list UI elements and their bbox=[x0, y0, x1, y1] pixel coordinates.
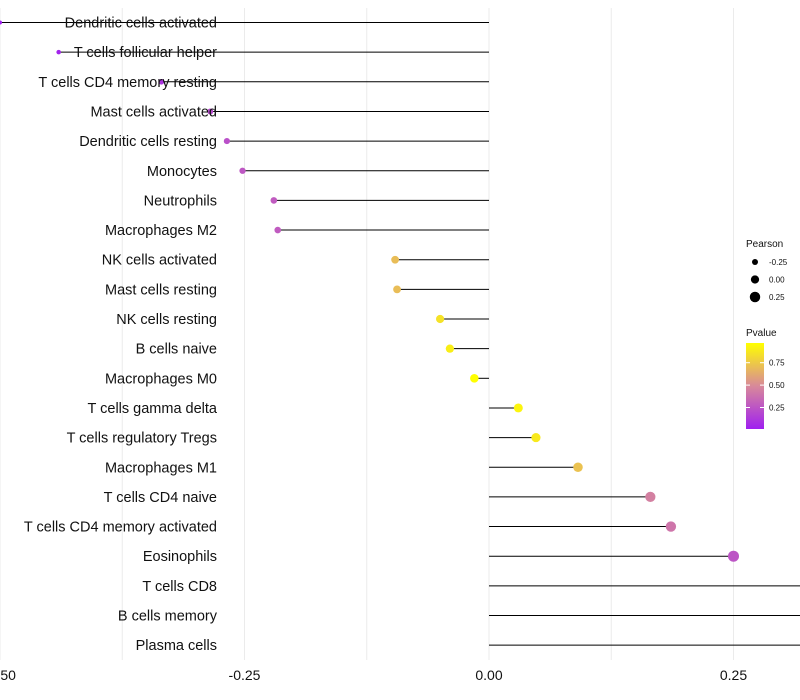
category-label: Neutrophils bbox=[144, 193, 217, 209]
category-label: Mast cells resting bbox=[105, 282, 217, 298]
category-label: Dendritic cells activated bbox=[65, 16, 217, 32]
point-dendritic-cells-activated bbox=[0, 20, 2, 25]
legend-size-dot bbox=[749, 291, 761, 303]
legend-size-label: -0.25 bbox=[769, 258, 788, 267]
point-neutrophils bbox=[270, 197, 278, 204]
category-label: B cells naive bbox=[136, 342, 217, 358]
legend-pearson-title: Pearson bbox=[746, 239, 783, 250]
x-tick-label: -0.25 bbox=[229, 667, 261, 683]
legend-pvalue-colorbar bbox=[746, 343, 764, 429]
point-nk-cells-activated bbox=[391, 255, 399, 264]
point-t-cells-cd4-naive bbox=[645, 491, 656, 503]
category-label: B cells memory bbox=[118, 609, 218, 625]
point-t-cells-regulatory-tregs bbox=[531, 433, 541, 443]
category-label: Mast cells activated bbox=[90, 104, 217, 120]
legend-pvalue-label: 0.25 bbox=[769, 404, 785, 413]
legend-size-label: 0.25 bbox=[769, 293, 785, 302]
point-b-cells-naive bbox=[445, 344, 455, 353]
category-label: T cells regulatory Tregs bbox=[67, 431, 217, 447]
category-label: Plasma cells bbox=[136, 638, 217, 654]
category-label: Dendritic cells resting bbox=[79, 134, 217, 150]
point-t-cells-gamma-delta bbox=[513, 403, 523, 413]
category-label: NK cells activated bbox=[102, 253, 217, 269]
point-macrophages-m2 bbox=[274, 226, 282, 234]
legend-size-dot bbox=[750, 275, 760, 284]
points bbox=[0, 20, 739, 562]
legend-pearson: Pearson -0.25 0.00 0.25 bbox=[746, 239, 788, 303]
category-label: Eosinophils bbox=[143, 549, 217, 565]
point-t-cells-follicular-helper bbox=[56, 49, 61, 55]
point-t-cells-cd4-memory-activated bbox=[665, 521, 677, 532]
point-mast-cells-activated bbox=[207, 108, 214, 115]
legend-size-dot bbox=[751, 258, 759, 266]
grid bbox=[0, 8, 734, 660]
point-eosinophils bbox=[728, 550, 739, 562]
stems bbox=[0, 22, 800, 646]
point-macrophages-m0 bbox=[470, 374, 479, 383]
x-tick-label: -0.50 bbox=[0, 667, 16, 683]
category-label: T cells follicular helper bbox=[74, 45, 217, 61]
category-label: T cells CD4 naive bbox=[104, 490, 217, 506]
point-t-cells-cd4-memory-resting bbox=[158, 79, 165, 85]
category-label: T cells CD4 memory activated bbox=[24, 520, 217, 536]
x-tick-label: 0.25 bbox=[720, 667, 747, 683]
point-dendritic-cells-resting bbox=[223, 138, 230, 145]
x-axis-ticks: -0.50 -0.25 0.00 0.25 bbox=[0, 667, 747, 683]
category-label: T cells CD4 memory resting bbox=[38, 75, 217, 91]
legend-pvalue: Pvalue 0.75 0.50 0.25 bbox=[746, 328, 785, 429]
category-label: Monocytes bbox=[147, 164, 217, 180]
point-monocytes bbox=[239, 167, 246, 174]
x-tick-label: 0.00 bbox=[475, 667, 502, 683]
point-mast-cells-resting bbox=[393, 285, 401, 294]
point-nk-cells-resting bbox=[436, 314, 445, 324]
category-label: Macrophages M0 bbox=[105, 371, 217, 387]
category-label: T cells gamma delta bbox=[88, 401, 218, 417]
category-label: T cells CD8 bbox=[142, 579, 217, 595]
category-label: NK cells resting bbox=[116, 312, 217, 328]
legend-pvalue-title: Pvalue bbox=[746, 328, 777, 339]
legend-pvalue-label: 0.50 bbox=[769, 381, 785, 390]
category-label: Macrophages M2 bbox=[105, 223, 217, 239]
legend-pvalue-label: 0.75 bbox=[769, 359, 785, 368]
category-labels: Dendritic cells activated T cells follicu… bbox=[24, 16, 218, 655]
point-macrophages-m1 bbox=[573, 462, 583, 473]
category-label: Macrophages M1 bbox=[105, 460, 217, 476]
legend-size-label: 0.00 bbox=[769, 276, 785, 285]
